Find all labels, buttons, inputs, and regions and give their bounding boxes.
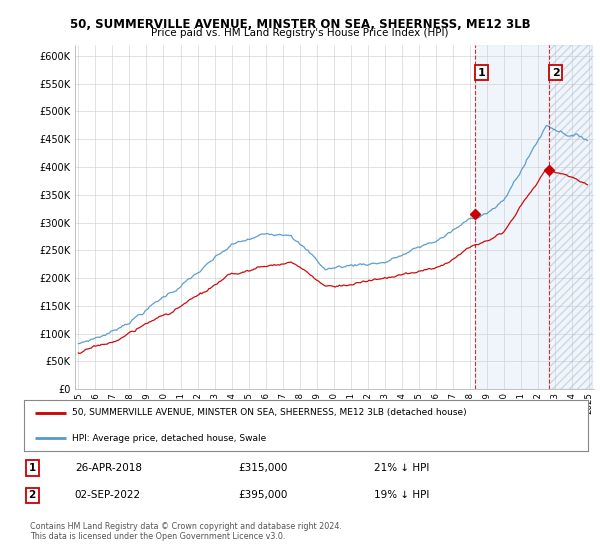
Text: 1: 1 <box>29 463 36 473</box>
Text: 2: 2 <box>29 491 36 501</box>
Bar <box>549 45 592 389</box>
Text: 2: 2 <box>552 68 560 78</box>
Text: 50, SUMMERVILLE AVENUE, MINSTER ON SEA, SHEERNESS, ME12 3LB (detached house): 50, SUMMERVILLE AVENUE, MINSTER ON SEA, … <box>72 408 467 418</box>
Text: 21% ↓ HPI: 21% ↓ HPI <box>374 463 429 473</box>
Text: HPI: Average price, detached house, Swale: HPI: Average price, detached house, Swal… <box>72 433 266 443</box>
Text: 26-APR-2018: 26-APR-2018 <box>75 463 142 473</box>
Text: 19% ↓ HPI: 19% ↓ HPI <box>374 491 429 501</box>
Bar <box>475 45 592 389</box>
Text: 02-SEP-2022: 02-SEP-2022 <box>75 491 141 501</box>
Text: Price paid vs. HM Land Registry's House Price Index (HPI): Price paid vs. HM Land Registry's House … <box>151 28 449 38</box>
Text: £315,000: £315,000 <box>238 463 287 473</box>
Text: Contains HM Land Registry data © Crown copyright and database right 2024.
This d: Contains HM Land Registry data © Crown c… <box>30 522 342 542</box>
Bar <box>549 45 592 389</box>
Text: 50, SUMMERVILLE AVENUE, MINSTER ON SEA, SHEERNESS, ME12 3LB: 50, SUMMERVILLE AVENUE, MINSTER ON SEA, … <box>70 18 530 31</box>
Text: £395,000: £395,000 <box>238 491 287 501</box>
Text: 1: 1 <box>478 68 485 78</box>
